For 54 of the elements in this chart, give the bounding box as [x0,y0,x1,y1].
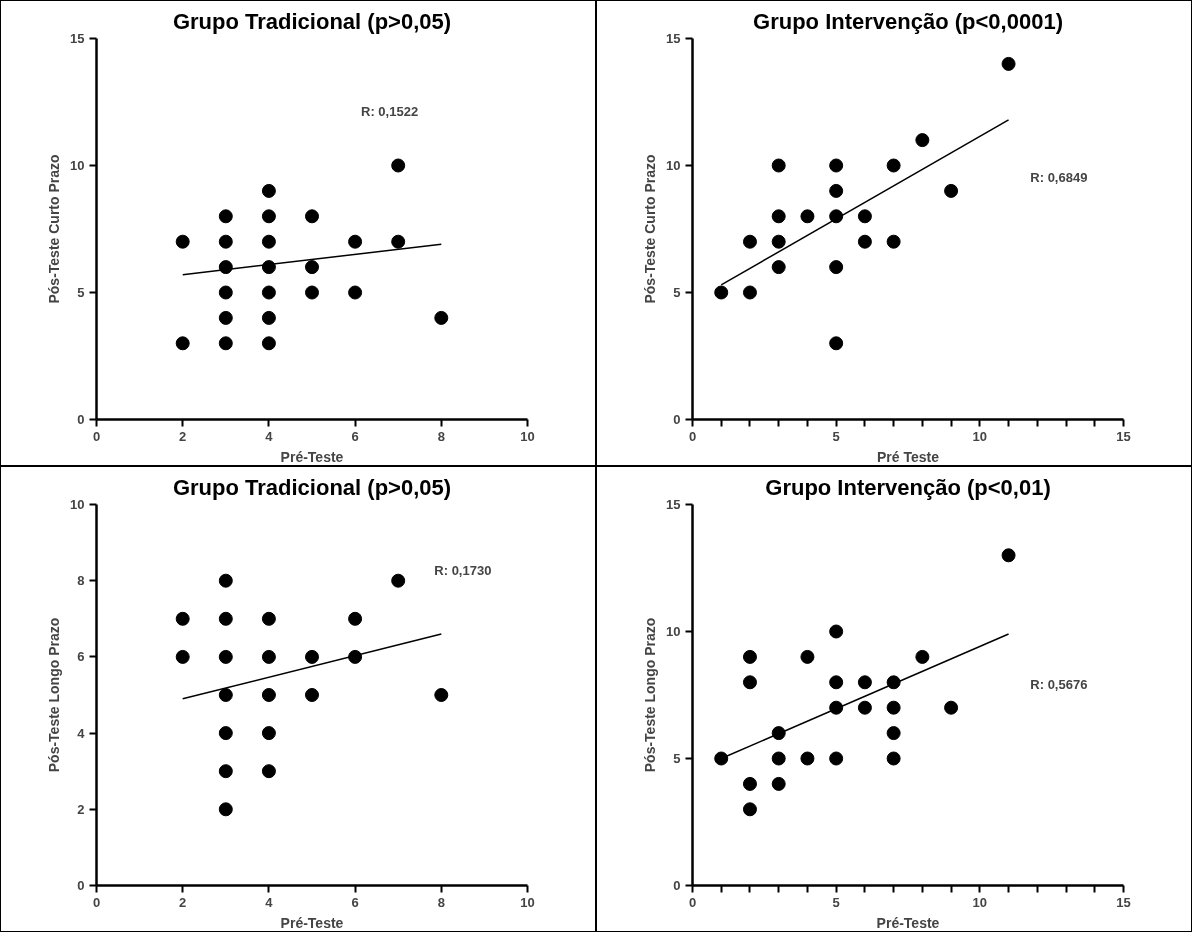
y-axis-title: Pós-Teste Curto Prazo [642,154,659,304]
x-axis-title: Pré Teste [877,448,940,465]
y-tick-label: 0 [673,878,681,893]
y-axis-title: Pós-Teste Longo Prazo [642,617,659,773]
x-tick-label: 0 [688,428,697,444]
chart-title: Grupo Tradicional (p>0,05) [172,474,452,500]
y-tick-label: 6 [77,649,85,665]
x-tick-label: 0 [688,894,697,910]
x-tick-label: 0 [92,894,101,910]
x-tick-label: 15 [1116,428,1131,444]
y-tick-label: 8 [77,573,85,589]
x-tick-label: 8 [437,894,445,910]
chart-title: Grupo Intervenção (p<0,01) [765,474,1051,500]
y-tick-label: 0 [673,412,681,427]
x-tick-label: 10 [972,894,988,910]
chart-title: Grupo Intervenção (p<0,0001) [753,8,1063,34]
x-tick-label: 10 [520,428,535,444]
annotation: R: 0,1730 [434,563,492,579]
x-tick-label: 6 [351,894,359,910]
x-tick-label: 0 [92,428,101,444]
y-axis-title: Pós-Teste Longo Prazo [46,617,63,773]
x-tick-label: 4 [265,894,274,910]
y-tick-label: 10 [666,624,681,639]
x-axis-title: Pré-Teste [876,914,940,931]
x-tick-label: 4 [265,428,274,444]
y-tick-label: 0 [77,878,85,893]
y-tick-label: 15 [70,31,85,46]
x-tick-label: 6 [351,428,359,444]
y-tick-label: 15 [666,31,681,46]
x-tick-label: 15 [1116,894,1131,910]
x-tick-label: 2 [179,428,187,444]
y-axis-title: Pós-Teste Curto Prazo [46,154,63,304]
y-tick-label: 10 [666,158,681,173]
x-tick-label: 8 [437,428,445,444]
y-tick-label: 10 [70,497,85,512]
y-tick-label: 0 [77,412,85,427]
chart-title: Grupo Tradicional (p>0,05) [172,8,452,34]
annotation: R: 0,6849 [1030,170,1088,186]
x-tick-label: 5 [832,428,840,444]
x-tick-label: 5 [832,894,840,910]
y-tick-label: 5 [77,285,85,300]
x-axis-title: Pré-Teste [280,448,344,465]
annotation: R: 0,1522 [361,104,419,120]
x-tick-label: 10 [972,428,988,444]
annotation: R: 0,5676 [1030,676,1088,692]
y-tick-label: 5 [673,285,681,300]
y-tick-label: 4 [77,725,86,741]
x-axis-title: Pré-Teste [280,914,344,931]
y-tick-label: 15 [666,497,681,512]
x-tick-label: 10 [520,894,535,910]
y-tick-label: 10 [70,158,85,173]
x-tick-label: 2 [179,894,187,910]
y-tick-label: 5 [673,751,681,766]
y-tick-label: 2 [77,801,85,817]
